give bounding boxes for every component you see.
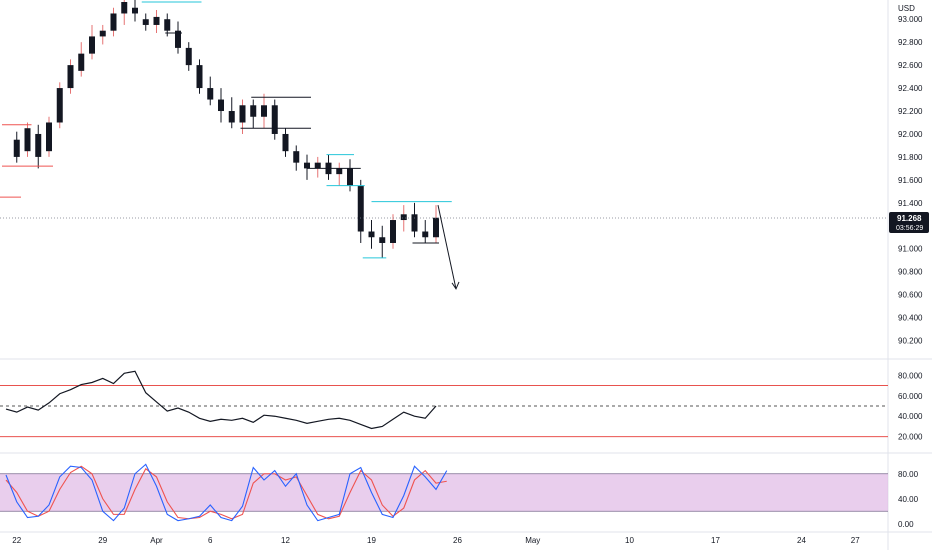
time-tick-label: 22	[12, 536, 21, 545]
candle-body	[314, 162, 321, 169]
time-tick-label: 19	[367, 536, 376, 545]
candle-body	[35, 133, 42, 157]
candle-body	[132, 7, 138, 14]
stoch-k-line	[5, 463, 448, 522]
candle-body	[368, 231, 375, 238]
candle-body	[282, 133, 289, 152]
price-tick-label: 90.200	[898, 337, 923, 346]
currency-label: USD	[898, 4, 915, 13]
candle-body	[164, 19, 171, 31]
price-tick-label: 91.400	[898, 199, 923, 208]
price-tick-label: 91.600	[898, 176, 923, 185]
candle-body	[185, 47, 192, 66]
price-tick-label: 92.200	[898, 107, 923, 116]
price-tick-label: 92.000	[898, 130, 923, 139]
price-tick-label: 90.400	[898, 314, 923, 323]
time-tick-label: 17	[711, 536, 720, 545]
time-tick-label: May	[525, 536, 540, 545]
price-tick-label: 93.000	[898, 15, 923, 24]
candle-body	[433, 217, 439, 238]
current-price-label: 91.268 03:56:29	[889, 212, 929, 233]
countdown-timer: 03:56:29	[896, 225, 923, 232]
main-price-pane[interactable]	[0, 0, 888, 258]
current-price-value: 91.268	[897, 214, 922, 223]
rsi-pane[interactable]	[0, 370, 888, 438]
rsi-line	[5, 370, 437, 430]
candle-body	[78, 53, 85, 71]
candle-body	[46, 122, 52, 152]
price-tick-label: 92.600	[898, 61, 923, 70]
candle-body	[250, 105, 257, 117]
time-tick-label: 27	[851, 536, 860, 545]
candle-body	[207, 88, 214, 100]
candle-body	[196, 65, 203, 89]
price-tick-label: 91.800	[898, 153, 923, 162]
candle-body	[110, 13, 117, 31]
candle-body	[239, 105, 246, 123]
candle-body	[89, 36, 95, 54]
candle-body	[347, 168, 353, 186]
time-tick-label: 12	[281, 536, 290, 545]
rsi-tick-label: 40.000	[898, 412, 923, 421]
candle-body	[411, 214, 418, 232]
candle-body	[13, 139, 20, 157]
candle-body	[261, 105, 267, 117]
candle-body	[175, 30, 181, 48]
candle-body	[293, 151, 300, 163]
time-tick-label: 29	[98, 536, 107, 545]
candle-body	[400, 214, 407, 221]
candle-body	[218, 99, 224, 112]
time-tick-label: 26	[453, 536, 462, 545]
stoch-tick-label: 40.00	[898, 495, 919, 504]
candle-body	[357, 185, 364, 232]
time-axis[interactable]: 22 29 Apr 6 12 19 26 May 10 17 24 27	[12, 536, 860, 545]
candle-body	[99, 30, 106, 37]
candle-body	[271, 105, 278, 134]
candle-body	[228, 111, 235, 123]
candle-body	[121, 2, 128, 14]
price-tick-label: 90.600	[898, 291, 923, 300]
candle-body	[142, 19, 149, 25]
current-price-label-bg	[889, 212, 929, 233]
projection-arrow-line	[437, 205, 457, 289]
candle-body	[153, 16, 160, 25]
candle-body	[67, 65, 74, 89]
rsi-tick-label: 20.000	[898, 433, 923, 442]
price-tick-label: 92.400	[898, 84, 923, 93]
time-tick-label: 24	[797, 536, 806, 545]
projection-arrow-head	[451, 281, 460, 290]
price-axis[interactable]: USD 93.000 92.800 92.600 92.400 92.200 92.000…	[898, 4, 923, 529]
candle-body	[24, 128, 31, 152]
time-tick-label: 10	[625, 536, 634, 545]
candle-body	[56, 88, 63, 123]
stoch-tick-label: 0.00	[898, 520, 914, 529]
stochastic-pane[interactable]	[0, 463, 888, 522]
stoch-band-fill	[0, 473, 888, 512]
time-tick-label: 6	[208, 536, 213, 545]
rsi-tick-label: 60.000	[898, 392, 923, 401]
candle-body	[422, 231, 429, 238]
candle-body	[390, 220, 396, 243]
drawing-annotations	[0, 1, 460, 290]
candle-body	[379, 237, 386, 243]
price-tick-label: 91.000	[898, 245, 923, 254]
price-tick-label: 90.800	[898, 268, 923, 277]
candle-body	[336, 168, 343, 175]
price-tick-label: 92.800	[898, 38, 923, 47]
candle-body	[304, 162, 310, 169]
rsi-tick-label: 80.000	[898, 371, 923, 380]
time-tick-label: Apr	[150, 536, 163, 545]
stoch-tick-label: 80.00	[898, 470, 919, 479]
